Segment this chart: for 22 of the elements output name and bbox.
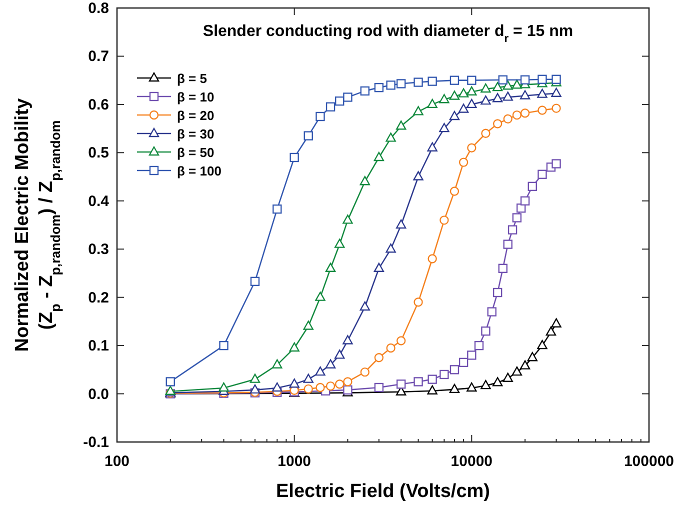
y-tick-label: 0.8	[88, 0, 109, 17]
x-tick-label: 10000	[450, 453, 493, 470]
y-tick-label: -0.1	[83, 434, 109, 451]
y-tick-label: 0.6	[88, 96, 109, 114]
y-tick-label: 0.5	[88, 144, 109, 162]
y-tick-label: 0.3	[88, 241, 109, 258]
y-tick-label: 0.4	[88, 192, 110, 210]
legend-label: β = 30	[177, 126, 214, 142]
x-tick-label: 100000	[624, 453, 674, 470]
text: Slender conducting rod with diameter d$_{r}$ = 15 nm	[202, 23, 574, 45]
y-tick-label: 0.1	[88, 338, 109, 355]
y-tick-label: 0.2	[88, 289, 109, 306]
x-axis-title: Electric Field (Volts/cm)	[276, 481, 490, 502]
legend-label: β = 10	[177, 90, 214, 104]
y-tick-label: 0.0	[88, 386, 109, 403]
legend-label: β = 20	[177, 108, 214, 123]
y-tick-label: 0.7	[88, 48, 109, 66]
x-tick-label: 100	[104, 453, 130, 470]
x-tick-label: 1000	[278, 453, 312, 470]
legend-label: β = 50	[177, 145, 214, 160]
legend-label: β = 100	[177, 164, 222, 178]
legend-label: β = 5	[177, 71, 207, 86]
